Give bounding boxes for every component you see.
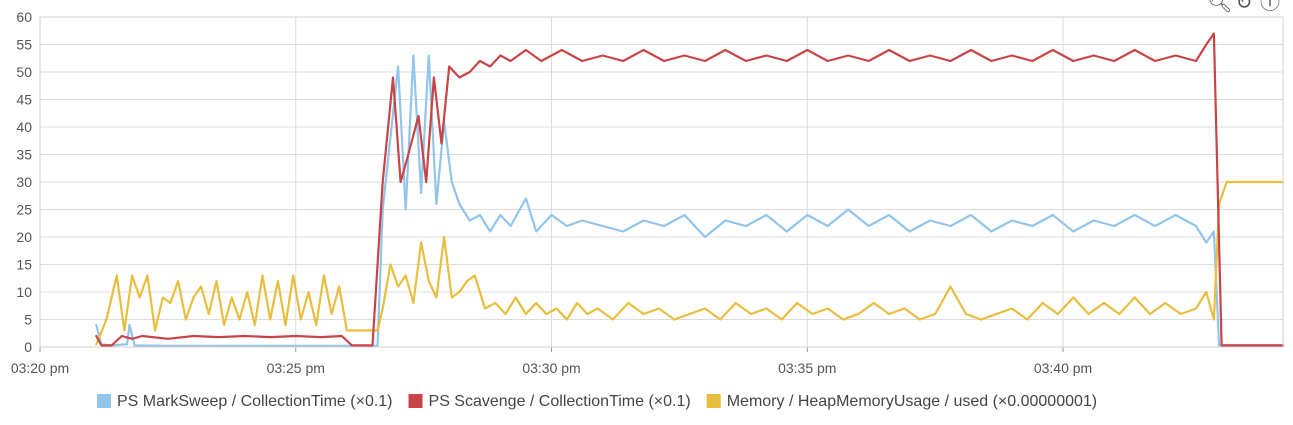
zoom-icon[interactable]: 🔍︎ [1207, 0, 1233, 14]
info-icon[interactable]: ⓘ [1260, 0, 1280, 14]
y-tick-label: 0 [24, 339, 32, 355]
reset-icon[interactable]: ↻ [1235, 0, 1253, 14]
series-line-3 [95, 180, 1285, 346]
y-tick-label: 55 [16, 37, 32, 53]
y-tick-label: 40 [16, 119, 32, 135]
y-tick-label: 45 [16, 92, 32, 108]
plot-border [39, 16, 1284, 348]
legend-label[interactable]: PS Scavenge / CollectionTime (×0.1) [429, 393, 691, 410]
legend: PS MarkSweep / CollectionTime (×0.1) PS S… [97, 393, 1097, 410]
plot-area [95, 32, 1285, 347]
grid [39, 16, 1283, 348]
y-tick-label: 10 [16, 284, 32, 300]
legend-swatch[interactable] [408, 394, 423, 408]
y-tick-label: 35 [16, 147, 32, 163]
x-tick-label: 03:25 pm [267, 360, 325, 376]
legend-swatch[interactable] [97, 394, 111, 408]
legend-swatch[interactable] [706, 394, 721, 408]
y-tick-label: 25 [16, 202, 32, 218]
x-tick-label: 03:35 pm [778, 360, 836, 376]
y-tick-label: 15 [16, 257, 32, 273]
y-tick-label: 20 [16, 229, 32, 245]
x-tick-label: 03:40 pm [1034, 360, 1092, 376]
legend-label[interactable]: PS MarkSweep / CollectionTime (×0.1) [117, 393, 393, 410]
y-tick-label: 30 [16, 174, 32, 190]
y-axis: 0 5 10 15 20 25 30 35 40 45 50 55 60 [16, 9, 32, 355]
x-axis: 03:20 pm 03:25 pm 03:30 pm 03:35 pm 03:40 pm [11, 347, 1092, 376]
x-tick-label: 03:30 pm [522, 360, 580, 376]
chart-toolbar: 🔍︎ ↻ ⓘ [1207, 0, 1281, 14]
y-tick-label: 60 [16, 9, 32, 25]
legend-label[interactable]: Memory / HeapMemoryUsage / used (×0.0000… [727, 393, 1097, 410]
y-tick-label: 50 [16, 64, 32, 80]
y-tick-label: 5 [24, 312, 32, 328]
series-line-2 [95, 32, 1285, 347]
x-tick-label: 03:20 pm [11, 360, 69, 376]
